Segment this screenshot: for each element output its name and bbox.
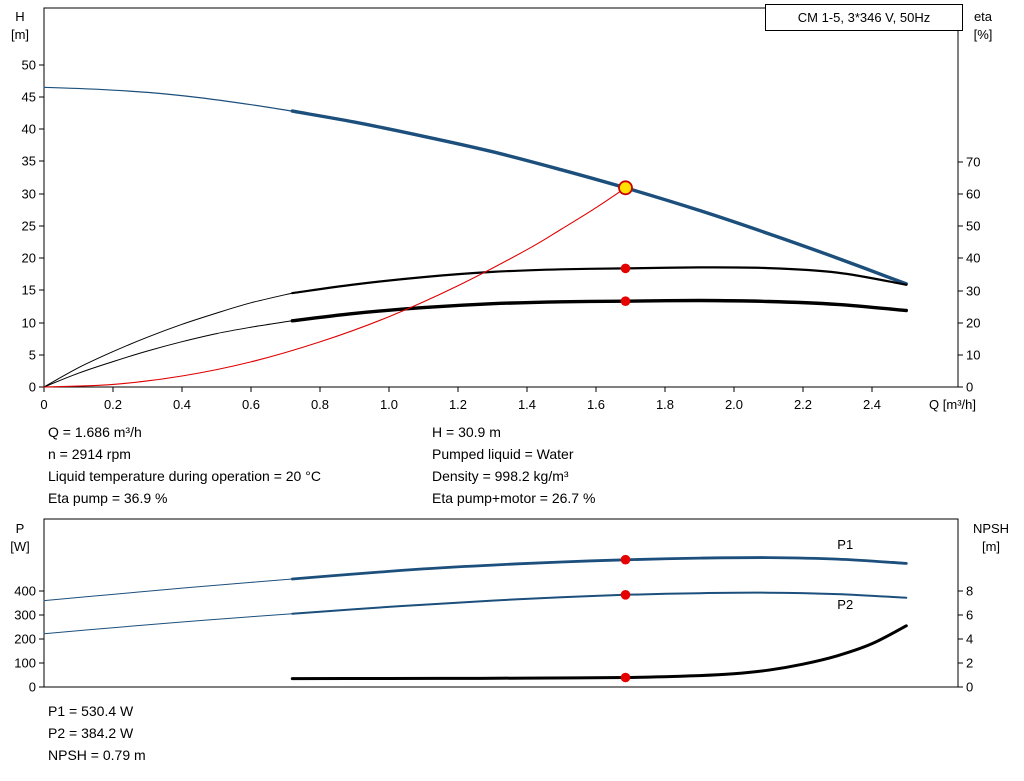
- axis-tick-label: 40: [22, 122, 36, 137]
- series-label-P1: P1: [837, 537, 853, 552]
- NPSH-curve: [290, 624, 908, 681]
- axis-tick-label: 1.2: [449, 397, 467, 412]
- info-line-eta-pump-motor: Eta pump+motor = 26.7 %: [432, 490, 596, 506]
- axis-tick-label: 20: [966, 316, 980, 331]
- H-curve-curve: [290, 109, 908, 286]
- axis-tick-label: 30: [22, 187, 36, 202]
- eta-pump-lead-curve: [43, 292, 293, 388]
- axis-tick-label: 6: [966, 608, 973, 623]
- axis-tick-label: 0: [40, 397, 47, 412]
- axis-tick-label: 0: [29, 680, 36, 695]
- axis-tick-label: 200: [14, 632, 36, 647]
- axis-tick-label: 0.2: [104, 397, 122, 412]
- P2-point: [620, 590, 631, 600]
- axis-tick-label: 2: [966, 656, 973, 671]
- info-line-speed: n = 2914 rpm: [48, 446, 131, 462]
- P1-lead-curve: [43, 578, 293, 602]
- eta-pump-curve: [291, 266, 908, 295]
- info-line-liquid: Pumped liquid = Water: [432, 446, 574, 462]
- duty-info-left: Q = 1.686 m³/h n = 2914 rpm Liquid tempe…: [48, 421, 321, 509]
- axis-tick-label: 400: [14, 584, 36, 599]
- axis-tick-label: 0: [29, 380, 36, 395]
- P2-curve: [291, 591, 908, 615]
- axis-tick-label: 2.2: [794, 397, 812, 412]
- axis-tick-label: 70: [966, 155, 980, 170]
- axis-tick-label: 40: [966, 251, 980, 266]
- axis-tick-label: 8: [966, 584, 973, 599]
- axis-tick-label: 10: [966, 348, 980, 363]
- axis-tick-label: 60: [966, 187, 980, 202]
- axis-tick-label: 15: [22, 283, 36, 298]
- y-left-axis-title: P: [16, 521, 25, 536]
- info-line-q: Q = 1.686 m³/h: [48, 424, 142, 440]
- eta-pump-motor-point: [620, 296, 631, 307]
- axis-tick-label: 300: [14, 608, 36, 623]
- axis-tick-label: 0.6: [242, 397, 260, 412]
- axis-tick-label: 45: [22, 90, 36, 105]
- axis-tick-label: 0.8: [311, 397, 329, 412]
- axis-tick-label: 35: [22, 154, 36, 169]
- eta-pump-motor-lead-curve: [43, 320, 293, 388]
- P1-curve: [290, 556, 908, 581]
- duty-info-right: H = 30.9 m Pumped liquid = Water Density…: [432, 421, 595, 509]
- H-curve-lead-curve: [43, 86, 293, 112]
- axis-tick-label: 2.4: [863, 397, 881, 412]
- axis-tick-label: 4: [966, 632, 973, 647]
- info-line-h: H = 30.9 m: [432, 424, 501, 440]
- axis-tick-label: 1.8: [656, 397, 674, 412]
- axis-tick-label: 25: [22, 219, 36, 234]
- eta-pump-motor-curve: [290, 298, 908, 323]
- info-line-npsh: NPSH = 0.79 m: [48, 747, 146, 763]
- power-info: P1 = 530.4 W P2 = 384.2 W NPSH = 0.79 m: [48, 700, 146, 766]
- axis-tick-label: 30: [966, 284, 980, 299]
- eta-pump-point: [620, 263, 631, 274]
- system-curve-curve: [43, 187, 627, 388]
- axis-tick-label: 20: [22, 251, 36, 266]
- axis-tick-label: 50: [22, 58, 36, 73]
- y-right-axis-title: [m]: [982, 539, 1000, 554]
- info-line-p2: P2 = 384.2 W: [48, 725, 134, 741]
- axis-tick-label: 5: [29, 348, 36, 363]
- y-left-axis-title: H: [15, 9, 24, 24]
- axis-tick-label: 1.6: [587, 397, 605, 412]
- axis-tick-label: 50: [966, 219, 980, 234]
- info-line-density: Density = 998.2 kg/m³: [432, 468, 569, 484]
- y-right-axis-title: [%]: [974, 27, 993, 42]
- series-label-P2: P2: [837, 597, 853, 612]
- axis-tick-label: 1.4: [518, 397, 536, 412]
- pump-model-label: CM 1-5, 3*346 V, 50Hz: [765, 4, 963, 31]
- plot-border: [43, 518, 959, 688]
- y-right-axis-title: eta: [974, 9, 993, 24]
- P1-point: [620, 554, 631, 565]
- axis-tick-label: 10: [22, 316, 36, 331]
- NPSH-point: [620, 672, 631, 683]
- P2-lead-curve: [43, 613, 293, 635]
- axis-tick-label: 0: [966, 380, 973, 395]
- axis-tick-label: 1.0: [380, 397, 398, 412]
- y-right-axis-title: NPSH: [973, 521, 1009, 536]
- axis-tick-label: 2.0: [725, 397, 743, 412]
- y-left-axis-title: [W]: [10, 539, 30, 554]
- info-line-eta-pump: Eta pump = 36.9 %: [48, 490, 168, 506]
- duty-point-marker[interactable]: [618, 180, 633, 196]
- info-line-temperature: Liquid temperature during operation = 20…: [48, 468, 321, 484]
- axis-tick-label: 0.4: [173, 397, 191, 412]
- axis-tick-label: 0: [966, 680, 973, 695]
- info-line-p1: P1 = 530.4 W: [48, 703, 134, 719]
- y-left-axis-title: [m]: [11, 27, 29, 42]
- plot-border: [43, 7, 959, 388]
- x-axis-title: Q [m³/h]: [929, 397, 976, 412]
- axis-tick-label: 100: [14, 656, 36, 671]
